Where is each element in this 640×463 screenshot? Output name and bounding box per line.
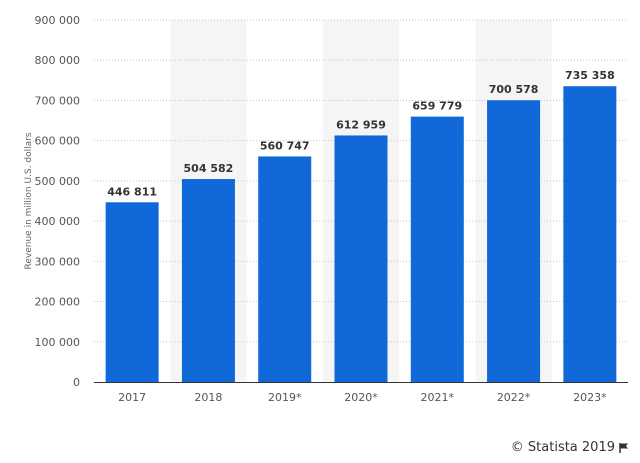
y-tick-label: 300 000 (35, 255, 81, 268)
credit-text: © Statista 2019 (510, 440, 615, 455)
x-tick-label: 2021* (421, 391, 455, 404)
value-label: 700 578 (489, 83, 539, 96)
x-tick-label: 2023* (573, 391, 607, 404)
x-tick-label: 2018 (194, 391, 222, 404)
y-tick-label: 800 000 (35, 54, 81, 67)
value-label: 446 811 (107, 185, 157, 198)
y-tick-label: 600 000 (35, 135, 81, 148)
value-label: 612 959 (336, 118, 386, 131)
value-label: 504 582 (184, 162, 234, 175)
x-tick-labels: 2017 2018 2019* 2020* 2021* 2022* 2023* (118, 391, 607, 404)
bar[interactable] (181, 179, 235, 382)
y-tick-labels: 0 100 000 200 000 300 000 400 000 500 000 600 … (35, 14, 81, 389)
value-labels: 446 811 504 582 560 747 612 959 659 779 700 5… (107, 69, 614, 198)
y-tick-label: 500 000 (35, 175, 81, 188)
y-tick-label: 100 000 (35, 336, 81, 349)
y-tick-label: 200 000 (35, 296, 81, 309)
x-tick-label: 2019* (268, 391, 302, 404)
bar[interactable] (410, 116, 464, 382)
bar[interactable] (563, 86, 617, 383)
y-tick-label: 400 000 (35, 215, 81, 228)
bar[interactable] (258, 156, 312, 382)
y-tick-label: 700 000 (35, 94, 81, 107)
y-tick-label: 0 (73, 376, 80, 389)
y-tick-label: 900 000 (35, 14, 81, 27)
statista-credit[interactable]: © Statista 2019 (511, 440, 630, 455)
value-label: 735 358 (565, 69, 615, 82)
value-label: 659 779 (412, 100, 462, 113)
flag-icon[interactable] (618, 442, 630, 454)
value-label: 560 747 (260, 139, 310, 152)
y-axis-label: Revenue in million U.S. dollars (24, 132, 34, 269)
bar[interactable] (334, 135, 388, 382)
x-tick-label: 2020* (344, 391, 378, 404)
bars (105, 86, 617, 383)
bar[interactable] (487, 100, 541, 382)
bar[interactable] (105, 202, 159, 382)
x-tick-label: 2017 (118, 391, 146, 404)
x-tick-label: 2022* (497, 391, 531, 404)
